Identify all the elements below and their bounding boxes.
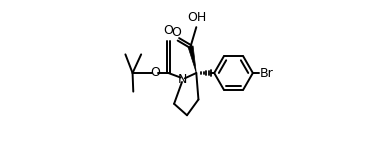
- Text: O: O: [171, 26, 181, 39]
- Text: O: O: [151, 66, 161, 80]
- Polygon shape: [188, 46, 196, 73]
- Text: O: O: [164, 24, 173, 37]
- Text: N: N: [178, 73, 187, 86]
- Text: Br: Br: [260, 66, 273, 80]
- Text: OH: OH: [187, 11, 207, 24]
